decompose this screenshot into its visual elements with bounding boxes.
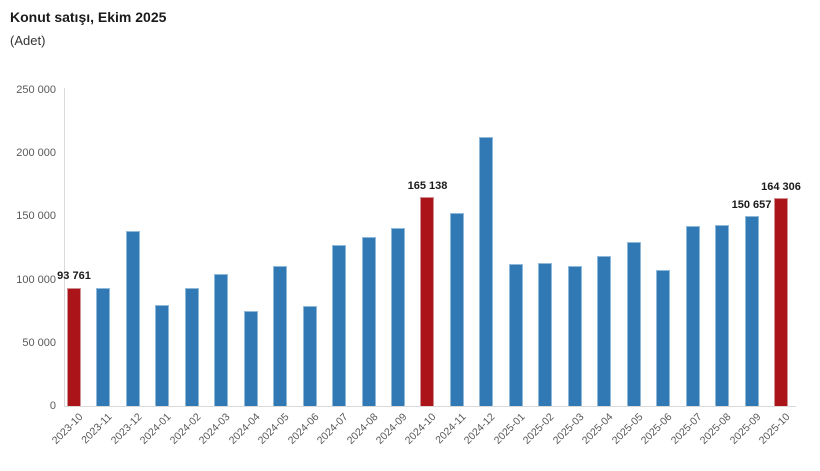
bar-2024-06	[302, 306, 317, 406]
bar-2025-04	[597, 256, 612, 406]
bar-value-label-2025-09: 150 657	[731, 198, 772, 211]
bar-2024-03	[214, 273, 229, 406]
y-axis-line	[64, 88, 65, 406]
bar-2023-10	[67, 287, 81, 406]
y-axis-tick-label: 200 000	[16, 147, 56, 160]
bar-2025-08	[715, 224, 730, 406]
bar-2024-01	[155, 304, 170, 406]
bar-2025-01	[508, 264, 523, 406]
bar-value-label-2024-10: 165 138	[407, 180, 448, 193]
x-axis-line	[64, 406, 796, 407]
y-axis-tick-label: 0	[49, 400, 56, 412]
bar-value-label-2025-10: 164 306	[761, 181, 801, 194]
bar-2025-02	[538, 263, 553, 406]
bar-2024-07	[332, 245, 347, 406]
bar-2025-06	[656, 269, 671, 406]
bar-2023-11	[96, 287, 111, 406]
bar-2024-08	[361, 236, 376, 406]
bar-2024-10	[420, 197, 435, 406]
y-axis-tick-label: 100 000	[16, 273, 56, 286]
bar-2025-07	[685, 225, 700, 406]
bar-2024-12	[479, 137, 494, 406]
bar-2023-12	[125, 230, 140, 406]
bar-2024-04	[243, 310, 258, 406]
y-axis-tick-label: 150 000	[16, 210, 56, 223]
bar-2024-09	[391, 228, 406, 406]
bar-2025-09	[744, 215, 759, 406]
chart-subtitle: (Adet)	[10, 33, 46, 48]
bar-value-label-2023-10: 93 761	[57, 270, 91, 283]
bar-2024-11	[449, 212, 464, 406]
chart-title: Konut satışı, Ekim 2025	[10, 9, 167, 25]
bar-2024-02	[184, 287, 199, 406]
bar-2025-03	[567, 265, 582, 406]
y-axis-tick-label: 250 000	[16, 84, 56, 96]
bar-2024-05	[273, 266, 288, 406]
bar-2025-10	[773, 198, 788, 406]
y-axis-tick-label: 50 000	[22, 336, 56, 349]
bar-2025-05	[626, 241, 641, 406]
